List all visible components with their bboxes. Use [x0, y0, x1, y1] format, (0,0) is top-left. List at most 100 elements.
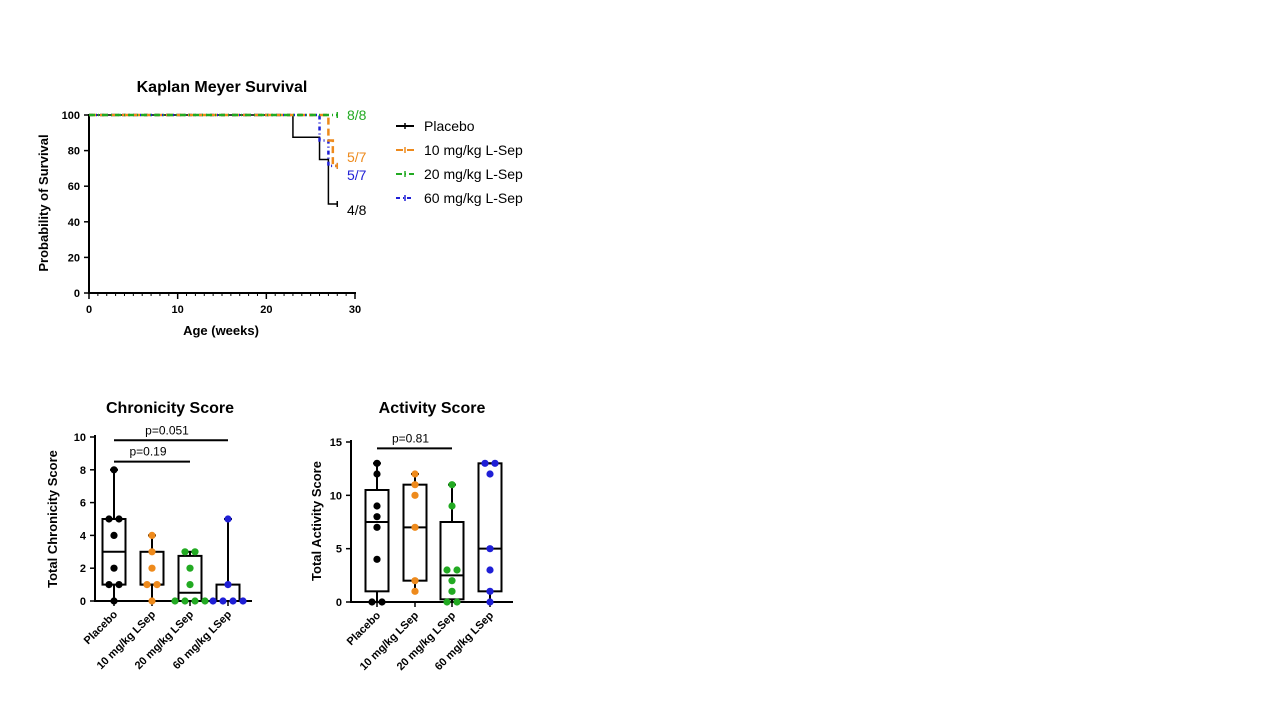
data-point [219, 597, 227, 605]
km-x-tick-label: 20 [260, 304, 272, 316]
km-series-line [89, 113, 338, 168]
p-value-label: p=0.051 [145, 423, 189, 437]
data-point [186, 564, 194, 572]
box-group [171, 548, 209, 605]
data-point [148, 564, 156, 572]
km-x-tick-label: 0 [86, 304, 92, 316]
y-tick-label: 4 [80, 530, 87, 542]
data-point [239, 597, 247, 605]
data-point [105, 581, 113, 589]
box-group [101, 466, 127, 605]
km-end-label: 5/7 [347, 167, 367, 183]
data-point [453, 566, 461, 574]
p-value-label: p=0.81 [392, 431, 429, 445]
box-group [139, 531, 165, 605]
km-y-tick-label: 60 [68, 181, 80, 193]
data-point [443, 598, 451, 606]
data-point [481, 459, 489, 467]
box-group [364, 459, 390, 606]
data-point [486, 566, 494, 574]
km-x-tick-label: 30 [349, 304, 361, 316]
data-point [373, 513, 381, 521]
data-point [411, 587, 419, 595]
km-y-tick-label: 20 [68, 252, 80, 264]
data-point [491, 459, 499, 467]
box-group [209, 515, 247, 605]
data-point [373, 459, 381, 467]
data-point [153, 581, 161, 589]
data-point [443, 566, 451, 574]
activity-title: Activity Score [379, 400, 486, 417]
data-point [110, 466, 118, 474]
y-tick-label: 10 [330, 490, 342, 502]
data-point [171, 597, 179, 605]
km-end-label: 8/8 [347, 107, 367, 123]
activity-chart: Activity Score Total Activity Score 0 5 10… [309, 400, 513, 673]
km-y-tick-label: 40 [68, 217, 80, 229]
data-point [224, 581, 232, 589]
x-category-label: Placebo [82, 608, 121, 647]
km-series-line [89, 113, 338, 168]
data-point [181, 548, 189, 556]
data-point [411, 491, 419, 499]
km-x-tick-label: 10 [172, 304, 184, 316]
data-point [486, 470, 494, 478]
data-point [486, 598, 494, 606]
data-point [143, 581, 151, 589]
data-point [201, 597, 209, 605]
data-point [229, 597, 237, 605]
data-point [110, 531, 118, 540]
box-group [402, 470, 428, 595]
y-tick-label: 0 [80, 596, 86, 608]
data-point [148, 597, 156, 605]
data-point [191, 548, 199, 556]
data-point [110, 564, 118, 572]
chronicity-chart: Chronicity Score Total Chronicity Score … [45, 400, 252, 672]
km-legend-label: 10 mg/kg L-Sep [424, 142, 523, 158]
y-tick-label: 15 [330, 437, 342, 449]
km-legend: Placebo 10 mg/kg L-Sep 20 mg/kg L-Sep 60 mg… [396, 118, 523, 206]
data-point [448, 577, 456, 585]
km-x-axis-label: Age (weeks) [183, 323, 259, 338]
km-end-label: 4/8 [347, 202, 367, 218]
data-point [378, 598, 386, 606]
km-y-tick-label: 100 [62, 110, 80, 122]
data-point [191, 597, 199, 605]
km-y-tick-label: 0 [74, 288, 80, 300]
data-point [148, 531, 156, 540]
data-point [115, 581, 123, 589]
y-tick-label: 6 [80, 498, 86, 510]
data-point [411, 523, 419, 531]
y-tick-label: 0 [336, 597, 342, 609]
activity-y-axis-label: Total Activity Score [309, 461, 324, 581]
y-tick-label: 10 [74, 432, 86, 444]
data-point [181, 597, 189, 605]
box [402, 483, 428, 582]
y-tick-label: 5 [336, 544, 342, 556]
data-point [411, 470, 419, 478]
data-point [368, 598, 376, 606]
data-point [209, 597, 217, 605]
box-group [477, 459, 503, 606]
data-point [411, 577, 419, 585]
data-point [453, 598, 461, 606]
data-point [373, 470, 381, 478]
data-point [373, 502, 381, 510]
x-category-label: Placebo [345, 609, 384, 648]
data-point [224, 515, 232, 523]
y-tick-label: 2 [80, 563, 86, 575]
data-point [411, 481, 419, 489]
data-point [105, 515, 113, 523]
km-series-line [89, 114, 338, 205]
data-point [373, 555, 381, 563]
chronicity-y-axis-label: Total Chronicity Score [45, 450, 60, 588]
data-point [186, 581, 194, 589]
chronicity-title: Chronicity Score [106, 400, 234, 417]
data-point [486, 587, 494, 595]
box [439, 521, 465, 601]
data-point [448, 502, 456, 510]
box [177, 554, 203, 603]
data-point [115, 515, 123, 523]
data-point [373, 523, 381, 531]
